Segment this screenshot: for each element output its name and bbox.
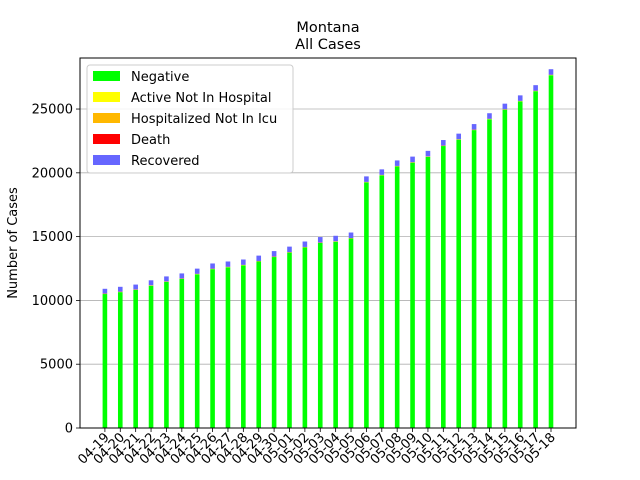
x-axis: 04-1904-2004-2104-2204-2304-2404-2504-26… bbox=[75, 428, 559, 468]
bar-recovered bbox=[133, 284, 138, 290]
bar-negative bbox=[287, 252, 292, 428]
bar-recovered bbox=[471, 124, 477, 130]
bar-negative bbox=[394, 166, 400, 428]
bar-recovered bbox=[394, 160, 400, 166]
bar-negative bbox=[548, 75, 554, 429]
bar-negative bbox=[210, 269, 215, 428]
bar-negative bbox=[241, 265, 246, 428]
legend-swatch bbox=[93, 155, 120, 165]
chart-title: Montana bbox=[296, 20, 359, 36]
bar-recovered bbox=[410, 156, 415, 163]
bar-negative bbox=[533, 91, 538, 428]
legend-label: Negative bbox=[131, 70, 189, 85]
bar-negative bbox=[148, 285, 154, 428]
legend-swatch bbox=[93, 71, 120, 81]
bar-recovered bbox=[148, 280, 154, 286]
bar-recovered bbox=[379, 169, 385, 175]
bar-negative bbox=[364, 182, 369, 428]
bar-negative bbox=[317, 243, 323, 428]
bar-recovered bbox=[179, 273, 185, 279]
bar-negative bbox=[271, 257, 277, 428]
bar-negative bbox=[348, 238, 354, 428]
bar-recovered bbox=[517, 95, 523, 101]
legend-label: Hospitalized Not In Icu bbox=[131, 112, 277, 127]
bar-recovered bbox=[102, 288, 108, 294]
y-tick-label: 15000 bbox=[32, 230, 73, 245]
legend-box bbox=[86, 64, 294, 174]
bar-recovered bbox=[164, 276, 169, 282]
bar-recovered bbox=[364, 176, 369, 182]
bar-recovered bbox=[317, 237, 323, 243]
y-axis: 0 5000 10000 15000 20000 25000 bbox=[32, 103, 80, 437]
legend: Negative Active Not In Hospital Hospitaliz… bbox=[86, 64, 294, 174]
y-tick-label: 25000 bbox=[32, 103, 73, 118]
bar-recovered bbox=[302, 241, 308, 247]
bar-recovered bbox=[487, 113, 492, 119]
bar-negative bbox=[425, 156, 431, 428]
legend-label: Death bbox=[131, 133, 170, 148]
bar-negative bbox=[487, 119, 492, 428]
bar-recovered bbox=[287, 246, 292, 253]
bar-negative bbox=[133, 289, 138, 428]
bar-negative bbox=[502, 109, 508, 428]
y-tick-label: 5000 bbox=[40, 358, 73, 373]
bar-recovered bbox=[256, 255, 262, 261]
bar-negative bbox=[410, 162, 415, 428]
bar-negative bbox=[441, 146, 446, 428]
bar-recovered bbox=[441, 140, 446, 146]
legend-label: Active Not In Hospital bbox=[131, 91, 272, 106]
legend-swatch bbox=[93, 113, 120, 123]
bar-negative bbox=[471, 130, 477, 428]
legend-swatch bbox=[93, 134, 120, 144]
y-axis-label: Number of Cases bbox=[6, 187, 21, 299]
bar-recovered bbox=[548, 69, 554, 75]
chart-subtitle: All Cases bbox=[295, 37, 361, 53]
legend-swatch bbox=[93, 92, 120, 102]
bar-negative bbox=[102, 294, 108, 428]
bar-negative bbox=[456, 139, 462, 429]
bar-negative bbox=[164, 281, 169, 428]
y-tick-label: 10000 bbox=[32, 294, 73, 309]
bar-recovered bbox=[533, 85, 538, 91]
bars bbox=[102, 69, 554, 429]
bar-recovered bbox=[241, 259, 246, 265]
y-tick-label: 0 bbox=[65, 422, 73, 437]
plot-frame bbox=[79, 57, 577, 429]
bar-recovered bbox=[333, 235, 338, 242]
bar-negative bbox=[179, 278, 185, 428]
bar-negative bbox=[333, 241, 338, 428]
y-tick-label: 20000 bbox=[32, 166, 73, 181]
bar-recovered bbox=[194, 268, 200, 274]
bar-negative bbox=[517, 101, 523, 429]
bar-recovered bbox=[225, 261, 231, 267]
bar-negative bbox=[117, 292, 123, 428]
bar-recovered bbox=[502, 103, 508, 110]
bar-recovered bbox=[117, 286, 123, 292]
bar-recovered bbox=[348, 232, 354, 239]
bar-recovered bbox=[456, 133, 462, 140]
legend-label: Recovered bbox=[131, 154, 200, 169]
bar-negative bbox=[194, 274, 200, 428]
bar-recovered bbox=[271, 251, 277, 257]
bar-negative bbox=[256, 261, 262, 428]
bar-negative bbox=[379, 175, 385, 428]
bar-negative bbox=[302, 247, 308, 428]
bar-recovered bbox=[425, 150, 431, 157]
bar-negative bbox=[225, 267, 231, 428]
bar-recovered bbox=[210, 263, 215, 269]
